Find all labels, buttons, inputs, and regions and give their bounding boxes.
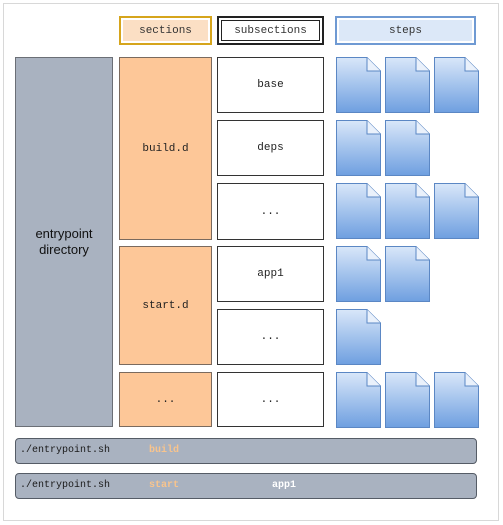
command-start-subsection: app1	[272, 480, 297, 491]
document-icon	[385, 120, 430, 176]
command-start-script: ./entrypoint.sh	[20, 480, 111, 491]
subsection-base: base	[217, 57, 324, 113]
document-icon	[385, 246, 430, 302]
document-icon	[336, 246, 381, 302]
header-steps: steps	[335, 16, 476, 45]
document-icon	[336, 120, 381, 176]
header-subsections: subsections	[217, 16, 324, 45]
entrypoint-label-line2: directory	[39, 242, 89, 257]
command-start-section: start	[149, 480, 180, 491]
header-sections: sections	[119, 16, 212, 45]
section-build: build.d	[119, 57, 212, 240]
entrypoint-directory-box: entrypoint directory	[15, 57, 113, 427]
section-start: start.d	[119, 246, 212, 365]
document-icon	[336, 183, 381, 239]
section-more: ...	[119, 372, 212, 427]
document-icon	[434, 183, 479, 239]
command-build: ./entrypoint.sh build	[15, 438, 477, 464]
document-icon	[434, 372, 479, 428]
entrypoint-label-line1: entrypoint	[35, 226, 93, 241]
document-icon	[385, 57, 430, 113]
subsection-build-more: ...	[217, 183, 324, 240]
document-icon	[385, 372, 430, 428]
document-icon	[385, 183, 430, 239]
command-start: ./entrypoint.sh start app1	[15, 473, 477, 499]
document-icon	[336, 309, 381, 365]
subsection-more: ...	[217, 372, 324, 427]
document-icon	[336, 57, 381, 113]
command-build-section: build	[149, 445, 180, 456]
subsection-app1: app1	[217, 246, 324, 302]
document-icon	[336, 372, 381, 428]
diagram-frame	[3, 3, 499, 521]
subsection-start-more: ...	[217, 309, 324, 365]
command-build-script: ./entrypoint.sh	[20, 445, 111, 456]
subsection-deps: deps	[217, 120, 324, 176]
document-icon	[434, 57, 479, 113]
